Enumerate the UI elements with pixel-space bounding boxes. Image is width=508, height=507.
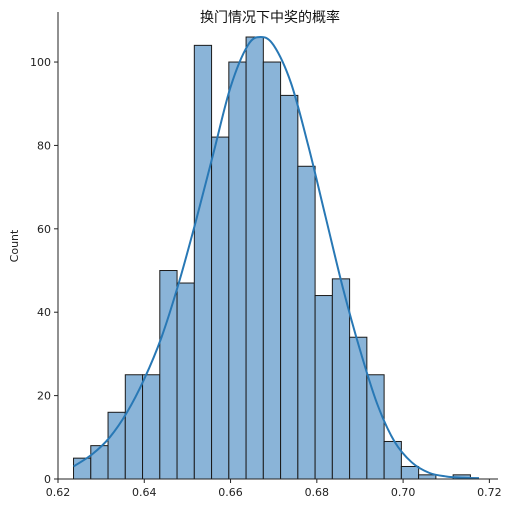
bars-layer (73, 36, 471, 480)
x-tick-label-2: 0.66 (218, 486, 243, 499)
y-axis-label: Count (8, 229, 21, 262)
histogram-bar-15 (331, 278, 351, 480)
histogram-bar-16 (349, 336, 368, 480)
histogram-bar-13 (297, 165, 316, 480)
y-tick-label-0: 0 (44, 473, 51, 486)
kde-layer (72, 36, 480, 480)
histogram-bar-9 (228, 61, 247, 480)
histogram-bar-12 (280, 94, 299, 480)
histogram-bar-2 (107, 411, 126, 480)
y-tick-label-3: 60 (37, 223, 51, 236)
histogram-bar-7 (193, 44, 213, 480)
x-tick-label-1: 0.64 (132, 486, 157, 499)
kde-curve (72, 36, 480, 480)
histogram-bar-3 (124, 374, 144, 480)
histogram-bar-11 (262, 61, 282, 480)
y-tick-label-2: 40 (37, 306, 51, 319)
axes-layer (57, 12, 498, 480)
x-ticks: 0.62 0.64 0.66 0.68 0.70 0.72 (46, 479, 502, 499)
y-tick-label-5: 100 (30, 56, 51, 69)
histogram-bar-19 (400, 465, 420, 480)
y-tick-label-1: 20 (37, 390, 51, 403)
x-tick-label-3: 0.68 (305, 486, 330, 499)
histogram-bar-14 (314, 295, 333, 480)
histogram-bar-6 (176, 282, 195, 480)
histogram-bar-20 (418, 474, 437, 480)
x-tick-label-5: 0.72 (477, 486, 502, 499)
histogram-bar-8 (211, 136, 230, 480)
x-tick-label-0: 0.62 (46, 486, 71, 499)
y-ticks: 0 20 40 60 80 100 (30, 56, 58, 486)
histogram-bar-1 (90, 445, 109, 480)
chart-title: 换门情况下中奖的概率 (200, 9, 340, 26)
histogram-bar-5 (159, 270, 178, 480)
x-tick-label-4: 0.70 (391, 486, 416, 499)
histogram-bar-10 (245, 36, 264, 480)
histogram-bar-4 (142, 374, 161, 480)
histogram-bar-17 (366, 374, 385, 480)
y-tick-label-4: 80 (37, 139, 51, 152)
